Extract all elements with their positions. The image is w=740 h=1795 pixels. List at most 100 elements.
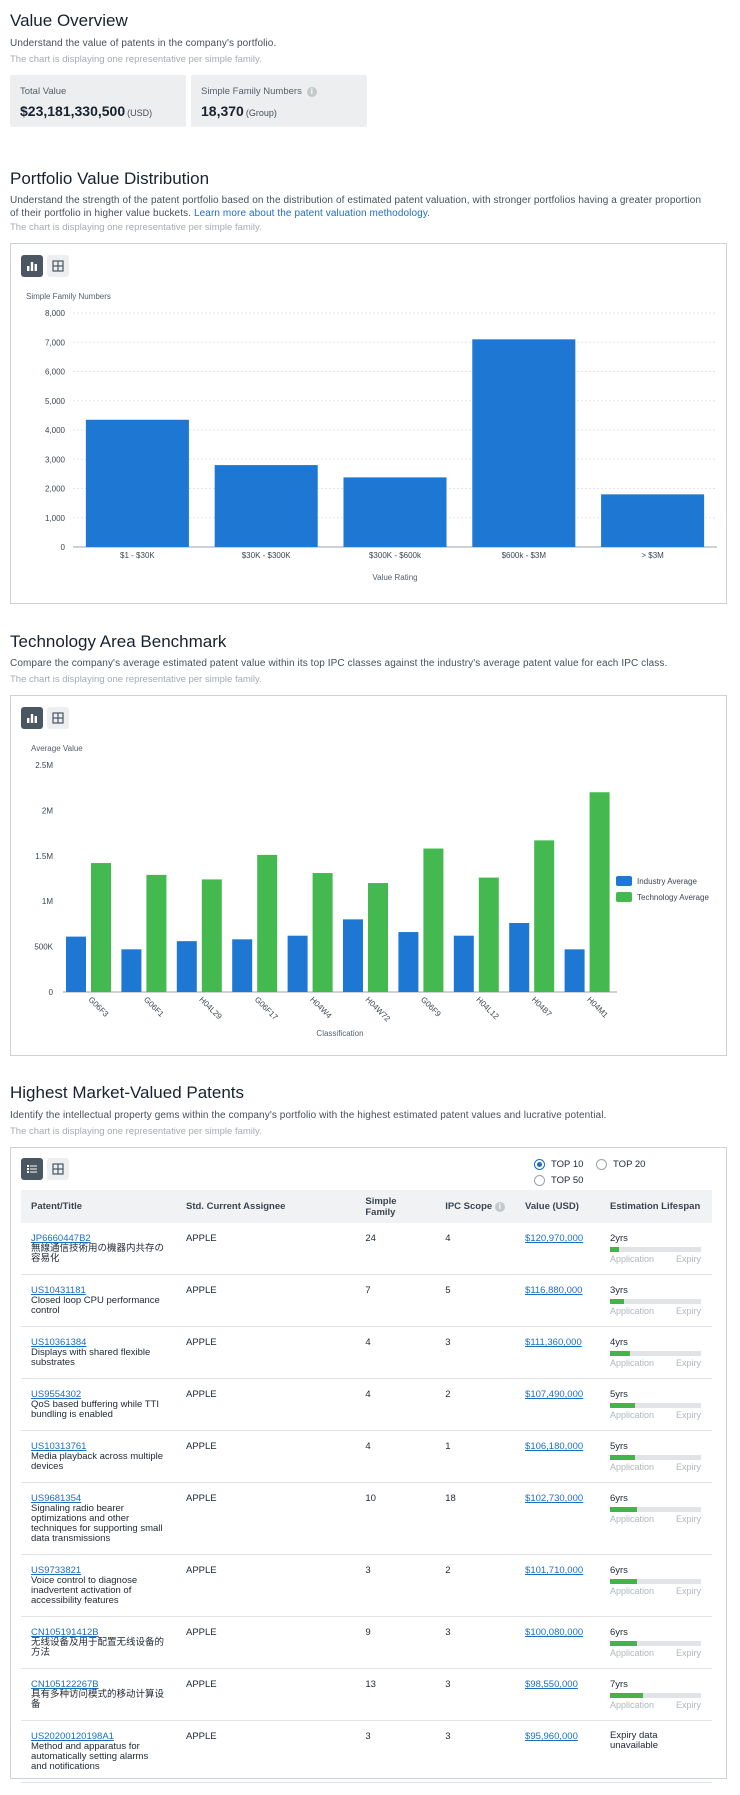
bar[interactable] [85, 419, 189, 547]
col-header-family[interactable]: Simple Family [355, 1190, 436, 1223]
bar[interactable] [509, 922, 530, 992]
patent-number-link[interactable]: US9554302 [31, 1389, 82, 1400]
table-row: US9554302 QoS based buffering while TTI b… [21, 1378, 712, 1431]
family-cell: 9 [355, 1616, 436, 1669]
value-link[interactable]: $101,710,000 [525, 1565, 584, 1576]
patent-cell: JP6660447B2 無線通信技術用の機器内共存の容易化 [21, 1223, 176, 1275]
list-icon [27, 1165, 37, 1173]
value-link[interactable]: $120,970,000 [525, 1233, 584, 1244]
list-view-button[interactable] [21, 1158, 43, 1180]
patent-title: Media playback across multiple devices [31, 1451, 164, 1472]
lifespan-cell: 5yrs Application Expiry [599, 1378, 712, 1431]
value-cell: $106,180,000 [515, 1430, 600, 1483]
bar[interactable] [472, 339, 576, 547]
x-tick-label: H04L12 [474, 995, 501, 1022]
ipc-cell: 1 [435, 1430, 516, 1483]
benchmark-chart-card: Average Value 0 500K 1M 1.5M 2M 2.5M G06F3 G06F… [10, 695, 727, 1056]
col-header-assignee[interactable]: Std. Current Assignee [176, 1190, 356, 1223]
col-header-patent[interactable]: Patent/Title [21, 1190, 176, 1223]
bar[interactable] [398, 932, 419, 992]
patent-number-link[interactable]: US10361384 [31, 1337, 87, 1348]
info-icon[interactable]: i [494, 1202, 505, 1212]
patent-number-link[interactable]: US20200120198A1 [31, 1731, 114, 1742]
lifespan-application-label: Application [609, 1648, 655, 1658]
value-link[interactable]: $106,180,000 [525, 1441, 584, 1452]
bar-chart-view-button[interactable] [21, 255, 43, 277]
value-link[interactable]: $111,360,000 [525, 1337, 582, 1348]
value-link[interactable]: $100,080,000 [525, 1627, 584, 1638]
col-header-ipc[interactable]: IPC Scope i [435, 1190, 516, 1223]
radio-top-50[interactable]: TOP 50 [534, 1175, 583, 1186]
bar[interactable] [214, 465, 318, 547]
bar[interactable] [601, 494, 705, 547]
value-link[interactable]: $95,960,000 [525, 1731, 578, 1742]
top-n-radio-group: TOP 10 TOP 20 TOP 50 [534, 1159, 714, 1191]
legend-item-technology[interactable]: Technology Average [616, 892, 709, 902]
radio-top-10[interactable]: TOP 10 [534, 1159, 583, 1170]
assignee-cell: APPLE [176, 1378, 356, 1431]
value-link[interactable]: $102,730,000 [525, 1493, 584, 1504]
total-value-card: Total Value $23,181,330,500 (USD) [10, 75, 186, 127]
bar[interactable] [478, 877, 499, 992]
lifespan-cell: Expiry data unavailable [599, 1720, 712, 1783]
x-tick-label: $300K - $600k [369, 551, 422, 560]
patent-number-link[interactable]: CN105191412B [31, 1627, 99, 1638]
bar[interactable] [121, 949, 142, 992]
bar[interactable] [201, 879, 222, 992]
legend-item-industry[interactable]: Industry Average [616, 876, 709, 886]
patent-number-link[interactable]: US10313761 [31, 1441, 87, 1452]
bar[interactable] [589, 792, 610, 992]
bar[interactable] [368, 883, 388, 992]
family-cell: 3 [355, 1554, 436, 1617]
table-view-button[interactable] [47, 1158, 69, 1180]
family-numbers-card: Simple Family Numbers i 18,370 (Group) [191, 75, 367, 127]
radio-label: TOP 10 [551, 1159, 584, 1170]
patent-number-link[interactable]: US9681354 [31, 1493, 82, 1504]
bar[interactable] [343, 919, 363, 992]
bar[interactable] [257, 854, 278, 992]
y-tick-label: 0 [61, 543, 66, 552]
bar[interactable] [343, 477, 447, 547]
bar[interactable] [534, 840, 555, 992]
lifespan-bar [609, 1641, 701, 1646]
value-link[interactable]: $116,880,000 [525, 1285, 583, 1296]
lifespan-expiry-label: Expiry [675, 1462, 701, 1472]
bar[interactable] [176, 941, 197, 992]
assignee-cell: APPLE [176, 1482, 356, 1555]
x-tick-label: > $3M [641, 551, 664, 560]
family-numbers-value: 18,370 [201, 103, 244, 119]
bar[interactable] [453, 935, 474, 992]
patent-number-link[interactable]: US9733821 [31, 1565, 82, 1576]
bar[interactable] [564, 949, 585, 992]
info-icon[interactable]: i [306, 86, 317, 97]
bar[interactable] [287, 935, 308, 992]
bar[interactable] [146, 874, 167, 992]
bar[interactable] [312, 873, 333, 992]
bar[interactable] [423, 848, 444, 992]
assignee-cell: APPLE [176, 1274, 356, 1327]
patents-table-body: JP6660447B2 無線通信技術用の機器内共存の容易化 APPLE 24 4 $120… [21, 1223, 712, 1783]
patent-number-link[interactable]: JP6660447B2 [31, 1233, 91, 1244]
methodology-link[interactable]: Learn more about the patent valuation me… [193, 208, 431, 219]
value-link[interactable]: $107,490,000 [525, 1389, 584, 1400]
table-view-button[interactable] [47, 255, 69, 277]
value-cell: $98,550,000 [515, 1668, 600, 1721]
lifespan-bar-fill [609, 1299, 624, 1304]
col-header-value[interactable]: Value (USD) [515, 1190, 600, 1223]
radio-dot [596, 1159, 608, 1170]
bar[interactable] [232, 939, 253, 992]
patents-title: Highest Market-Valued Patents [10, 1083, 245, 1102]
bar[interactable] [66, 936, 86, 992]
radio-top-20[interactable]: TOP 20 [596, 1159, 645, 1170]
patent-cell: US9733821 Voice control to diagnose inadv… [21, 1554, 176, 1617]
bar[interactable] [91, 863, 111, 992]
patent-number-link[interactable]: US10431181 [31, 1285, 86, 1296]
patent-title: 无线设备及用于配置无线设备的方法 [31, 1637, 165, 1658]
col-header-lifespan[interactable]: Estimation Lifespan [599, 1190, 712, 1223]
legend-swatch [616, 892, 632, 902]
value-link[interactable]: $98,550,000 [525, 1679, 578, 1690]
bar-chart-view-button[interactable] [21, 707, 43, 729]
patent-number-link[interactable]: CN105122267B [31, 1679, 99, 1690]
table-view-button[interactable] [47, 707, 69, 729]
patents-card: TOP 10 TOP 20 TOP 50 Patent/Title Std. C… [10, 1147, 727, 1783]
